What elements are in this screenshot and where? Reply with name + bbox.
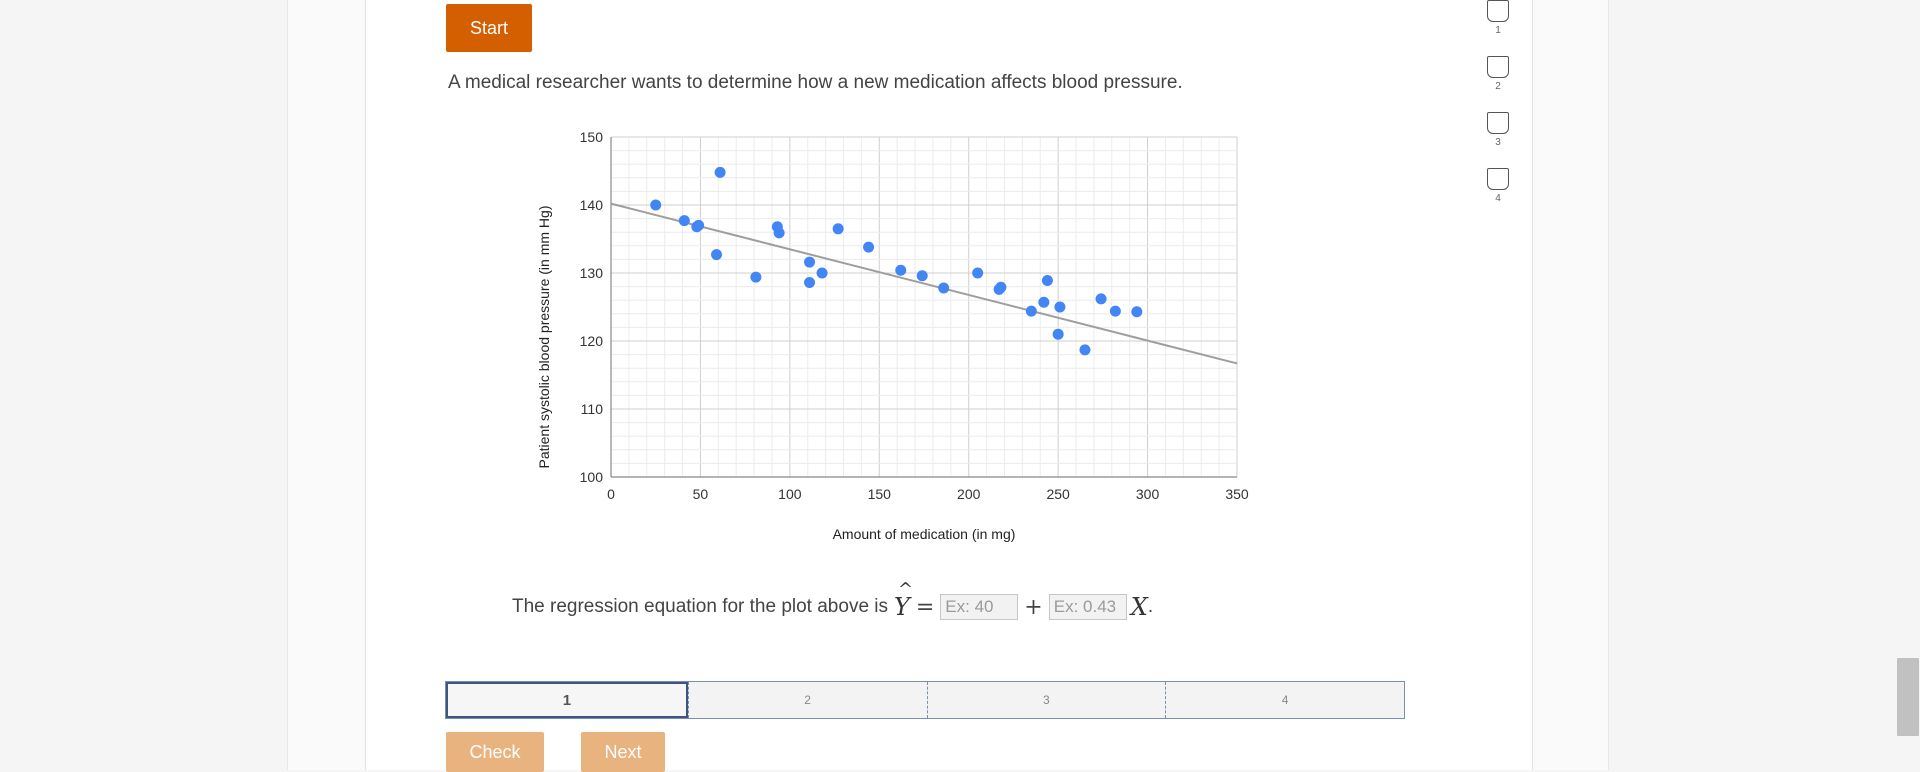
data-point [863,241,875,253]
data-point [1038,296,1050,308]
data-point [1041,274,1053,286]
data-point [816,267,828,279]
y-hat-symbol: ^ Y [894,579,914,621]
y-tick-label: 110 [581,401,604,417]
regression-suffix: . [1147,596,1154,617]
side-nav-item-1[interactable]: 1 [1487,0,1511,36]
question-text: A medical researcher wants to determine … [448,72,1183,93]
data-point [1109,305,1121,317]
x-tick-label: 250 [1046,486,1070,502]
bookmark-icon [1487,112,1509,134]
y-tick-label: 100 [580,469,604,485]
data-point [938,282,950,294]
data-point [1095,293,1107,305]
x-tick-label: 100 [778,486,802,502]
bookmark-icon [1487,56,1509,78]
check-button[interactable]: Check [446,732,544,772]
progress-segment-4[interactable]: 4 [1165,682,1404,718]
slope-input[interactable] [1048,594,1127,620]
scrollbar-thumb[interactable] [1897,658,1919,736]
x-tick-label: 350 [1225,486,1249,502]
data-point [1079,344,1091,356]
data-point [693,219,705,231]
progress-segment-2[interactable]: 2 [687,682,927,718]
y-tick-label: 140 [580,197,604,213]
data-point [804,256,816,268]
side-nav-number: 3 [1495,137,1501,148]
x-tick-label: 150 [868,486,892,502]
intercept-input[interactable] [940,594,1019,620]
content-panel [365,0,1533,770]
x-tick-label: 0 [607,486,615,502]
data-point [1052,328,1064,340]
question-progress-bar: 1 2 3 4 [445,681,1405,719]
data-point [895,264,907,276]
plus-sign: + [1024,594,1043,620]
x-tick-label: 50 [693,486,709,502]
trend-line [610,202,1238,365]
equals-sign: = [915,594,935,620]
data-point [804,277,816,289]
progress-segment-1[interactable]: 1 [446,682,688,718]
start-button[interactable]: Start [446,4,532,52]
data-point [678,215,690,227]
data-point [773,227,785,239]
y-tick-label: 150 [580,129,604,145]
y-tick-label: 120 [580,333,604,349]
side-nav-number: 4 [1495,193,1501,204]
data-point [1025,305,1037,317]
chart-grid [610,136,1238,478]
scrollbar-track[interactable] [1896,0,1920,770]
regression-prefix: The regression equation for the plot abo… [512,596,889,617]
data-point [1131,306,1143,318]
x-tick-label: 200 [957,486,981,502]
side-nav-item-4[interactable]: 4 [1487,168,1511,204]
side-nav-item-3[interactable]: 3 [1487,112,1511,148]
data-point [750,271,762,283]
data-point [916,270,928,282]
bookmark-icon [1487,168,1509,190]
side-nav-item-2[interactable]: 2 [1487,56,1511,92]
progress-segment-3[interactable]: 3 [926,682,1166,718]
data-point [1054,301,1066,313]
data-point [650,199,662,211]
side-nav-number: 1 [1495,25,1501,36]
side-nav-number: 2 [1495,81,1501,92]
scatter-chart: 0 50 100 150 200 250 300 350 100 110 120 130 140 150 A… [536,129,1249,542]
x-axis-label: Amount of medication (in mg) [833,526,1016,542]
bookmark-icon [1487,0,1509,22]
data-point [995,281,1007,293]
data-point [972,267,984,279]
x-variable: X [1130,593,1148,621]
y-tick-label: 130 [580,265,604,281]
data-point [711,249,723,261]
next-button[interactable]: Next [581,732,665,772]
x-tick-label: 300 [1136,486,1160,502]
data-point [832,223,844,235]
y-axis-label: Patient systolic blood pressure (in mm H… [536,206,552,469]
regression-equation: The regression equation for the plot abo… [512,579,1154,624]
data-point [714,166,726,178]
